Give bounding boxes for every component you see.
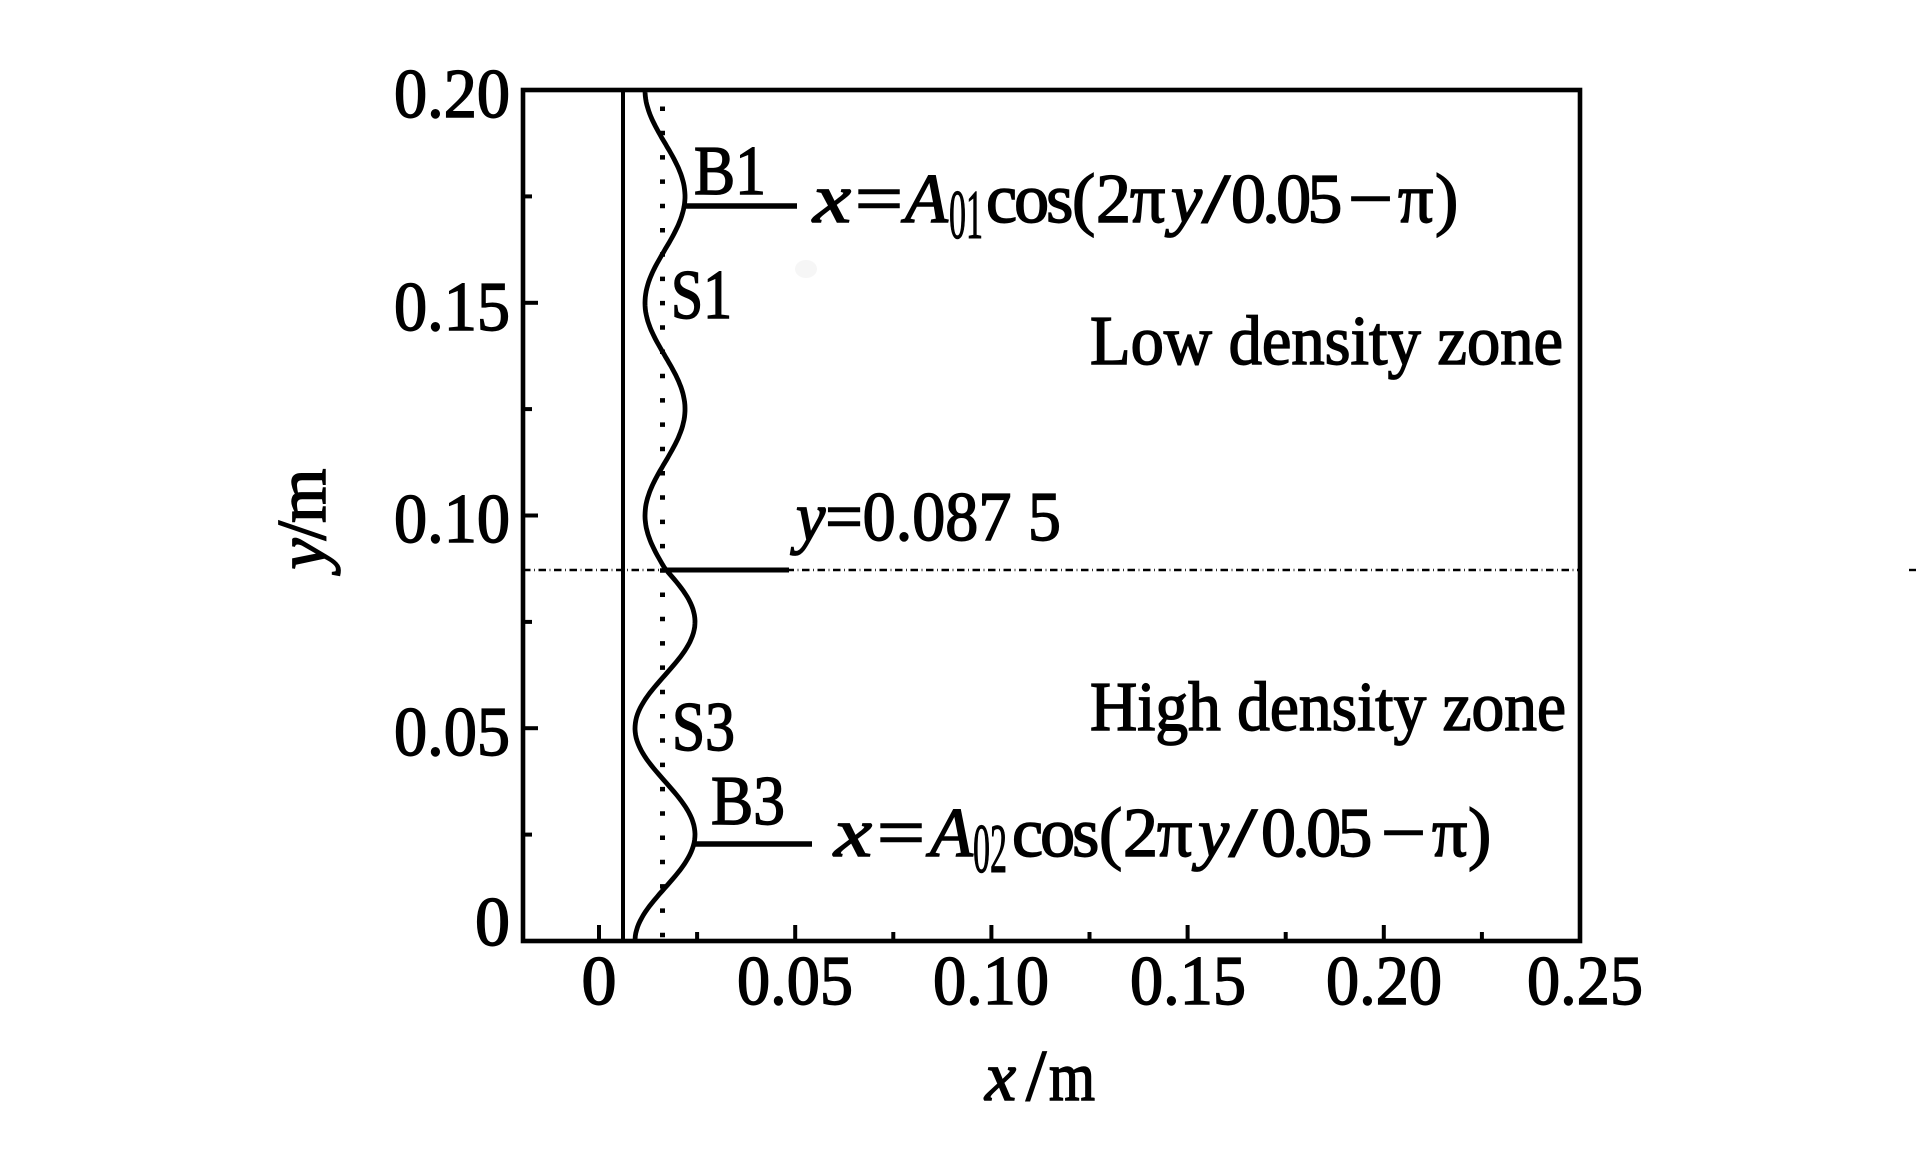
svg-text:High density zone: High density zone [1090, 669, 1566, 746]
svg-text:=: = [877, 795, 925, 872]
svg-text:x: x [812, 161, 851, 238]
svg-text:S1: S1 [671, 257, 732, 334]
svg-text:0.05: 0.05 [737, 943, 853, 1020]
svg-text:S3: S3 [672, 689, 735, 766]
svg-text:0.05: 0.05 [394, 694, 510, 771]
svg-text:π: π [1398, 161, 1433, 238]
svg-text:Low density zone: Low density zone [1090, 303, 1563, 380]
svg-text:/: / [1229, 795, 1258, 872]
svg-text:x: x [833, 795, 872, 872]
svg-text:0.20: 0.20 [394, 56, 510, 133]
svg-text:0.05: 0.05 [1261, 795, 1370, 872]
svg-text:B1: B1 [694, 133, 766, 210]
svg-text:y=0.087 5: y=0.087 5 [790, 479, 1061, 556]
svg-text:0.15: 0.15 [1130, 943, 1246, 1020]
svg-text:): ) [1435, 161, 1458, 238]
svg-text:0.25: 0.25 [1527, 943, 1643, 1020]
svg-text:cos: cos [986, 161, 1071, 238]
svg-text:y: y [1165, 161, 1203, 238]
svg-text:2: 2 [1096, 161, 1131, 238]
svg-text:−: − [1381, 795, 1426, 872]
svg-text:π: π [1157, 795, 1192, 872]
svg-text:0.15: 0.15 [394, 269, 510, 346]
svg-text:y: y [1192, 795, 1230, 872]
svg-text:A: A [901, 161, 948, 238]
svg-text:01: 01 [949, 177, 983, 254]
svg-text:y/m: y/m [264, 469, 341, 576]
svg-text:0: 0 [582, 943, 617, 1020]
svg-text:A: A [926, 795, 973, 872]
svg-text:x/m: x/m [984, 1035, 1095, 1116]
svg-text:0.20: 0.20 [1326, 943, 1442, 1020]
svg-text:0.10: 0.10 [933, 943, 1049, 1020]
svg-text:0.10: 0.10 [394, 481, 510, 558]
svg-text:): ) [1468, 795, 1491, 872]
svg-text:0: 0 [475, 884, 510, 961]
svg-text:π: π [1130, 161, 1165, 238]
svg-text:(: ( [1099, 795, 1122, 872]
svg-text:cos: cos [1012, 795, 1097, 872]
svg-text:−: − [1348, 161, 1393, 238]
svg-text:0.05: 0.05 [1231, 161, 1340, 238]
svg-text:/: / [1202, 161, 1231, 238]
svg-text:π: π [1432, 795, 1467, 872]
svg-text:02: 02 [973, 811, 1007, 888]
svg-text:=: = [855, 161, 903, 238]
svg-text:2: 2 [1123, 795, 1158, 872]
svg-text:B3: B3 [711, 763, 785, 840]
svg-text:(: ( [1072, 161, 1095, 238]
